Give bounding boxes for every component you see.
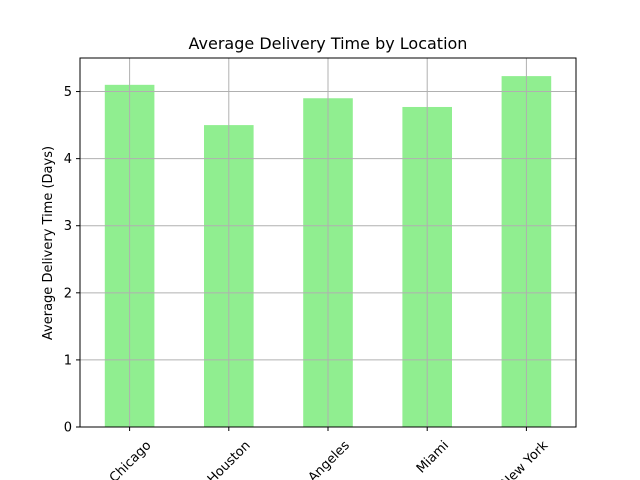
x-tick-label: Houston	[205, 438, 254, 480]
y-tick-label: 2	[64, 286, 72, 301]
y-axis-label: Average Delivery Time (Days)	[41, 146, 56, 340]
y-tick-label: 5	[64, 85, 72, 100]
chart-title: Average Delivery Time by Location	[189, 34, 468, 53]
x-tick-label: Chicago	[107, 438, 155, 480]
y-tick-label: 4	[64, 152, 72, 167]
x-tick-label: Los Angeles	[287, 438, 353, 480]
y-tick-label: 3	[64, 219, 72, 234]
x-tick-label: Miami	[414, 438, 452, 476]
y-tick-label: 1	[64, 353, 72, 368]
y-ticks: 0 1 2 3 4 5	[64, 85, 80, 436]
x-tick-label: New York	[499, 438, 552, 480]
y-tick-label: 0	[64, 421, 72, 436]
x-ticks: Chicago Houston Los Angeles Miami New York	[107, 427, 552, 480]
